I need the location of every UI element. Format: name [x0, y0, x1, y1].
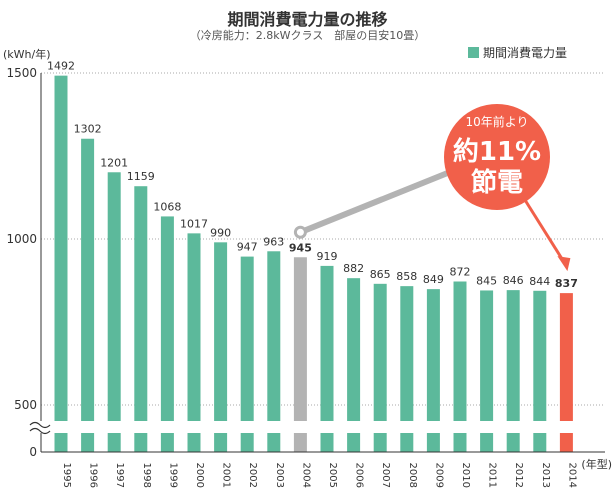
arrow-head — [557, 256, 571, 272]
axis-break-gap — [30, 421, 615, 433]
bar-2005 — [320, 265, 334, 452]
bar-2008 — [400, 286, 414, 452]
bar-value-label: 1068 — [153, 200, 181, 213]
y-tick-label: 1000 — [6, 232, 37, 246]
connector-line — [297, 167, 458, 236]
bar-1995 — [54, 75, 68, 452]
legend-swatch — [468, 47, 479, 58]
bar-1997 — [107, 172, 121, 452]
bar-2009 — [426, 289, 440, 452]
bar-value-label: 1302 — [74, 123, 102, 136]
x-tick-label: 1996 — [88, 463, 99, 488]
y-tick-label: 500 — [14, 398, 37, 412]
y-tick-labels: 0 500 1000 1500 (kWh/年) — [3, 47, 51, 459]
x-tick-label: 2006 — [354, 463, 365, 488]
x-tick-label: 2013 — [540, 463, 551, 488]
bar-value-label: 1492 — [47, 60, 75, 73]
x-tick-label: 2010 — [460, 463, 471, 488]
callout-bubble — [444, 104, 550, 210]
x-tick-label: 2008 — [407, 463, 418, 488]
bar-value-label: 837 — [555, 277, 578, 290]
bar-2011 — [480, 290, 494, 452]
x-tick-label: 2007 — [380, 463, 391, 488]
legend: 期間消費電力量 — [468, 45, 567, 60]
bar-value-label: 849 — [423, 273, 444, 286]
x-axis-unit: (年型) — [581, 457, 612, 471]
bar-2003 — [267, 251, 281, 452]
x-tick-label: 2005 — [327, 463, 338, 488]
callout-text-line2: 約11% — [453, 136, 541, 167]
bar-value-label: 919 — [317, 250, 338, 263]
x-tick-label: 1997 — [114, 463, 125, 488]
bar-value-label: 882 — [343, 262, 364, 275]
bar-1996 — [81, 138, 95, 452]
axis-break-mark — [29, 427, 51, 435]
bar-2013 — [533, 290, 547, 452]
axis — [29, 73, 615, 453]
bar-value-label: 1201 — [100, 156, 128, 169]
x-tick-label: 2014 — [566, 463, 577, 488]
bar-2004 — [293, 257, 307, 452]
callout-text-line3: 節電 — [471, 167, 523, 198]
bar-2001 — [214, 242, 228, 452]
x-tick-label: 2003 — [274, 463, 285, 488]
bar-2007 — [373, 283, 387, 452]
x-tick-label: 2000 — [194, 463, 205, 488]
bar-1998 — [134, 186, 148, 452]
x-tick-labels: 1995 1996 1997 1998 1999 2000 2001 2002 2003 2004… — [61, 457, 612, 488]
bar-2012 — [506, 290, 520, 452]
x-tick-label: 2001 — [221, 463, 232, 488]
bar-value-label: 865 — [370, 268, 391, 281]
y-tick-label: 1500 — [6, 66, 37, 80]
x-tick-label: 2004 — [300, 463, 311, 488]
bar-value-label: 963 — [263, 235, 284, 248]
axis-break-mark — [29, 421, 51, 429]
x-tick-label: 1998 — [141, 463, 152, 488]
bars — [54, 75, 573, 452]
bar-2014 — [559, 293, 573, 452]
arrow-line — [523, 199, 565, 262]
x-tick-label: 2009 — [433, 463, 444, 488]
bar-value-label: 1017 — [180, 217, 208, 230]
connector-dot — [293, 225, 307, 239]
x-tick-label: 1999 — [167, 463, 178, 488]
bar-2000 — [187, 233, 201, 452]
bar-1999 — [160, 216, 174, 452]
x-tick-label: 2012 — [513, 463, 524, 488]
bar-value-label: 845 — [476, 274, 497, 287]
x-tick-label: 1995 — [61, 463, 72, 488]
chart-title: 期間消費電力量の推移 — [227, 10, 388, 29]
x-tick-label: 2002 — [247, 463, 258, 488]
callout-text-line1: 10年前より — [465, 114, 528, 129]
y-axis-unit: (kWh/年) — [3, 47, 51, 61]
bar-value-label: 945 — [289, 241, 312, 254]
bar-2006 — [347, 278, 361, 452]
bar-2010 — [453, 281, 467, 452]
chart-subtitle: （冷房能力：2.8kWクラス 部屋の目安10畳） — [189, 29, 426, 42]
bar-value-label: 846 — [503, 274, 524, 287]
bar-value-label: 872 — [450, 265, 471, 278]
bar-value-label: 947 — [237, 241, 258, 254]
y-tick-label: 0 — [29, 445, 37, 459]
bar-2002 — [240, 256, 254, 452]
bar-value-label: 990 — [210, 226, 231, 239]
legend-label: 期間消費電力量 — [483, 45, 567, 60]
x-tick-label: 2011 — [487, 463, 498, 488]
bar-value-label: 858 — [396, 270, 417, 283]
bar-value-label: 1159 — [127, 170, 155, 183]
bar-value-label: 844 — [529, 275, 550, 288]
